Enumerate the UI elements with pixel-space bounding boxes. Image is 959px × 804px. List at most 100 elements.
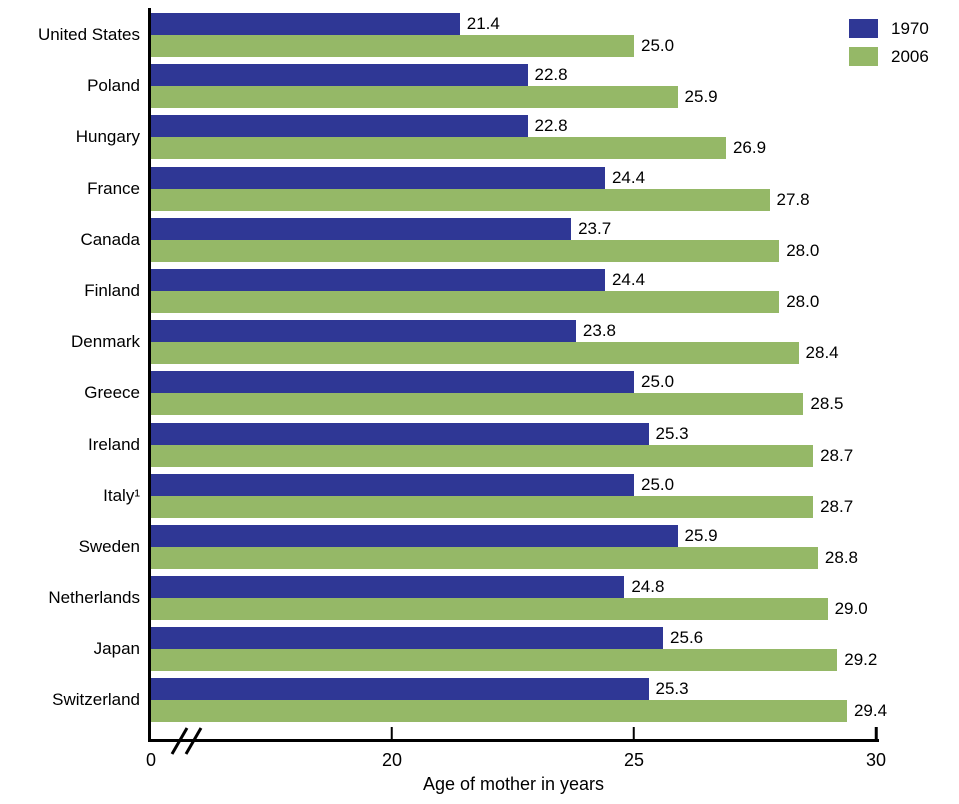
bar-1970: 24.4 (151, 166, 645, 189)
value-label-1970: 24.8 (631, 577, 665, 597)
legend-swatch-1970 (849, 19, 878, 38)
country-row: Netherlands 24.8 29.0 (48, 576, 876, 621)
bar-1970: 24.4 (151, 268, 645, 291)
country-label: Italy¹ (103, 485, 140, 505)
bar-2006: 25.0 (151, 35, 674, 57)
value-label-1970: 25.0 (640, 372, 675, 392)
value-label-2006: 27.8 (776, 189, 810, 209)
bar-2006: 26.9 (151, 137, 766, 160)
legend-item: 1970 (849, 19, 929, 38)
bar-rows: United States 21.4 25.0 Poland 22.8 25.9… (38, 13, 887, 730)
value-label-1970: 23.7 (578, 218, 612, 238)
country-label: Netherlands (48, 588, 140, 608)
country-row: Italy¹ 25.0 28.7 (103, 473, 876, 518)
x-tick-20 (390, 727, 394, 739)
value-label-2006: 28.0 (786, 240, 820, 260)
value-label-1970: 23.8 (582, 321, 616, 341)
value-label-1970: 25.0 (640, 474, 675, 494)
country-label: Denmark (71, 332, 140, 352)
bar-1970: 25.9 (151, 524, 718, 547)
country-row: Ireland 25.3 28.7 (88, 422, 876, 467)
bar-2006: 28.4 (151, 342, 839, 365)
bar-2006: 28.5 (151, 393, 843, 416)
x-axis-line (148, 739, 879, 742)
bar-1970: 25.3 (151, 678, 689, 701)
bar-1970: 22.8 (151, 64, 568, 87)
bar-1970: 25.6 (151, 627, 703, 650)
bar-2006: 28.7 (151, 495, 853, 518)
value-label-2006: 25.9 (684, 87, 718, 107)
country-row: United States 21.4 25.0 (38, 13, 876, 57)
legend-swatch-2006 (849, 47, 878, 66)
country-label: Sweden (78, 536, 140, 556)
value-label-2006: 29.4 (853, 701, 888, 721)
bar-1970: 25.3 (151, 422, 689, 445)
country-label: Hungary (75, 127, 140, 147)
bar-1970: 22.8 (151, 115, 568, 138)
x-tick-label-20: 20 (381, 750, 402, 770)
country-label: Canada (80, 229, 140, 249)
bar-1970: 21.4 (151, 13, 500, 35)
country-label: United States (37, 25, 140, 44)
country-row: Greece 25.0 28.5 (84, 371, 876, 416)
country-row: Denmark 23.8 28.4 (71, 320, 876, 365)
bar-1970: 23.8 (151, 320, 616, 343)
value-label-2006: 28.7 (820, 445, 854, 465)
value-label-2006: 25.0 (640, 36, 675, 55)
value-label-2006: 28.4 (805, 343, 839, 363)
bar-1970: 23.7 (151, 217, 611, 240)
x-tick-label-25: 25 (623, 750, 644, 770)
legend-label: 1970 (891, 19, 929, 38)
y-axis-line (148, 8, 151, 742)
country-label: Switzerland (52, 690, 140, 710)
country-row: Sweden 25.9 28.8 (79, 524, 876, 569)
country-row: Canada 23.7 28.0 (80, 217, 876, 262)
value-label-1970: 25.9 (684, 525, 718, 545)
bar-2006: 29.2 (151, 649, 877, 672)
legend-label: 2006 (891, 47, 929, 66)
value-label-1970: 24.4 (611, 269, 646, 289)
value-label-1970: 21.4 (466, 14, 500, 33)
country-label: Poland (87, 76, 140, 96)
value-label-2006: 28.7 (820, 496, 854, 516)
value-label-2006: 28.8 (824, 547, 858, 567)
value-label-1970: 22.8 (534, 116, 568, 136)
legend-item: 2006 (849, 47, 929, 66)
bar-2006: 28.0 (151, 239, 819, 262)
bar-2006: 28.8 (151, 546, 858, 569)
x-axis-title: Age of mother in years (422, 774, 605, 794)
value-label-1970: 24.4 (611, 167, 646, 187)
bar-2006: 28.0 (151, 290, 819, 313)
bar-1970: 24.8 (151, 576, 664, 599)
value-label-2006: 28.0 (786, 291, 820, 311)
bar-2006: 25.9 (151, 86, 718, 109)
country-row: France 24.4 27.8 (87, 166, 876, 211)
value-label-1970: 25.3 (655, 423, 689, 443)
x-tick-30 (874, 727, 878, 739)
x-tick-label-0: 0 (145, 750, 157, 770)
country-label: Finland (84, 280, 140, 300)
value-label-1970: 25.3 (655, 679, 689, 699)
country-label: Greece (84, 383, 140, 403)
value-label-1970: 25.6 (670, 628, 704, 648)
bar-2006: 29.0 (151, 598, 868, 621)
value-label-2006: 29.0 (834, 599, 868, 619)
country-row: Finland 24.4 28.0 (84, 268, 876, 313)
axis-break-icon (168, 724, 212, 758)
value-label-2006: 28.5 (810, 394, 844, 414)
axis-break-slash (184, 727, 203, 755)
bar-1970: 25.0 (151, 473, 674, 496)
country-row: Poland 22.8 25.9 (87, 64, 876, 109)
country-label: Japan (93, 639, 140, 659)
country-row: Hungary 22.8 26.9 (76, 115, 876, 160)
country-label: Ireland (88, 434, 140, 454)
value-label-2006: 29.2 (844, 650, 878, 670)
bar-1970: 25.0 (151, 371, 674, 394)
value-label-2006: 26.9 (732, 138, 767, 158)
country-label: France (87, 178, 140, 198)
value-label-1970: 22.8 (534, 65, 568, 85)
bar-2006: 28.7 (151, 444, 853, 467)
x-tick-label-30: 30 (865, 750, 887, 770)
country-row: Japan 25.6 29.2 (94, 627, 877, 672)
